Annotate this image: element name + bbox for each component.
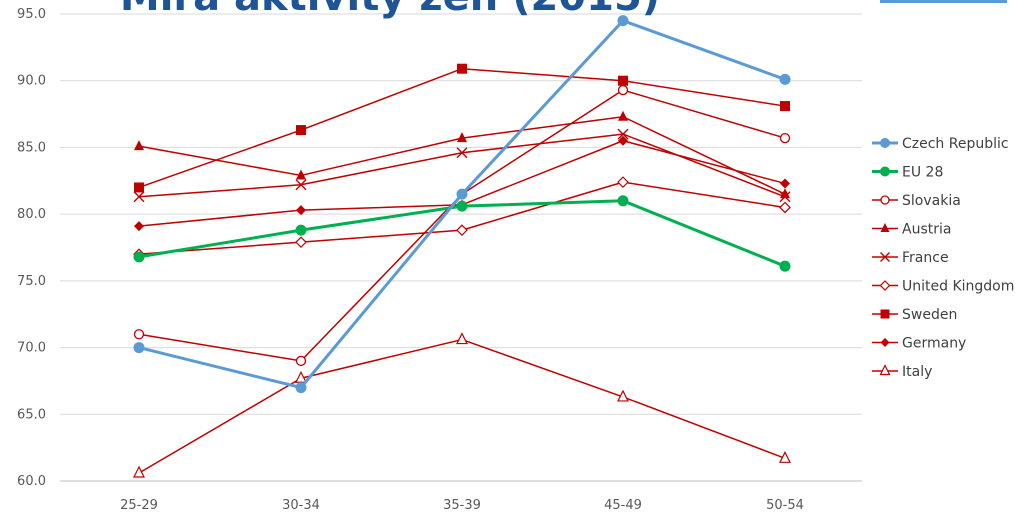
series-eu-28 xyxy=(133,195,791,272)
data-point xyxy=(456,332,468,345)
data-point xyxy=(296,205,306,216)
series-austria xyxy=(134,110,790,199)
y-tick-label: 95.0 xyxy=(17,7,46,22)
x-tick-label: 50-54 xyxy=(766,498,804,513)
data-point xyxy=(779,132,791,144)
data-point xyxy=(295,382,307,394)
legend-label: Italy xyxy=(902,364,932,380)
data-point xyxy=(779,191,791,203)
data-point xyxy=(296,169,306,180)
axes: 60.0 65.0 70.0 75.0 80.0 85.0 90.0 95.0 25-29 30-… xyxy=(17,7,804,513)
data-point xyxy=(295,224,307,236)
legend-label: Sweden xyxy=(902,307,957,323)
data-point xyxy=(133,191,145,203)
legend-item: United Kingdom xyxy=(872,279,1014,295)
x-tick-label: 25-29 xyxy=(120,498,158,513)
legend-marker xyxy=(880,195,890,205)
data-point xyxy=(296,125,306,136)
legend-item: Italy xyxy=(872,364,932,380)
data-point xyxy=(617,195,629,207)
data-point xyxy=(456,147,468,159)
legend-item: France xyxy=(872,250,949,266)
legend-marker xyxy=(880,338,890,347)
legend-item: Czech Republic xyxy=(872,136,1009,152)
series-italy xyxy=(133,332,791,478)
legend-item: Sweden xyxy=(872,307,957,323)
data-point xyxy=(617,84,629,96)
series-line xyxy=(138,67,786,189)
legend-label: Slovakia xyxy=(902,193,961,209)
legend-marker xyxy=(880,252,890,262)
legend-marker xyxy=(879,364,891,376)
series-lines xyxy=(133,15,791,478)
data-point xyxy=(617,128,629,140)
x-tick-label: 30-34 xyxy=(282,498,320,513)
legend-marker xyxy=(879,280,891,291)
data-point xyxy=(779,260,791,272)
data-point xyxy=(133,465,145,478)
legend-marker xyxy=(880,309,890,319)
series-sweden xyxy=(134,63,790,193)
data-point xyxy=(617,389,629,402)
data-point xyxy=(133,251,145,263)
chart-title: Míra aktivity žen (2015) xyxy=(120,0,660,20)
data-point xyxy=(618,135,628,146)
data-point xyxy=(295,236,307,249)
y-tick-label: 90.0 xyxy=(17,74,46,89)
data-point xyxy=(457,132,467,143)
legend-label: France xyxy=(902,250,949,266)
series-line xyxy=(138,133,786,198)
legend-label: Czech Republic xyxy=(902,136,1009,152)
legend-item: Slovakia xyxy=(872,193,961,209)
legend-item: Germany xyxy=(872,336,966,352)
data-point xyxy=(780,101,790,112)
data-point xyxy=(133,342,145,354)
x-tick-label: 45-49 xyxy=(604,498,642,513)
legend-item: EU 28 xyxy=(872,165,943,181)
data-point xyxy=(617,15,629,27)
y-tick-label: 75.0 xyxy=(17,274,46,289)
y-tick-label: 65.0 xyxy=(17,407,46,422)
legend: Czech Republic EU 28 Slovakia Austria France… xyxy=(872,136,1014,380)
data-point xyxy=(456,200,468,212)
data-point xyxy=(617,176,629,188)
y-tick-label: 60.0 xyxy=(17,474,46,489)
y-tick-label: 80.0 xyxy=(17,207,46,222)
data-point xyxy=(134,140,144,151)
data-point xyxy=(295,355,307,367)
gridlines xyxy=(60,13,862,482)
legend-label: EU 28 xyxy=(902,165,943,181)
data-point xyxy=(779,73,791,85)
data-point xyxy=(780,178,790,189)
data-point xyxy=(134,221,144,232)
legend-label: Germany xyxy=(902,336,966,352)
y-tick-label: 85.0 xyxy=(17,140,46,155)
legend-marker xyxy=(880,223,890,232)
data-point xyxy=(456,188,468,200)
series-line xyxy=(138,338,786,474)
data-point xyxy=(618,75,628,86)
corner-accent-bar xyxy=(880,0,1007,3)
legend-marker xyxy=(880,166,890,177)
data-point xyxy=(134,182,144,193)
x-tick-label: 35-39 xyxy=(443,498,481,513)
data-point xyxy=(456,224,468,237)
series-line xyxy=(138,115,786,195)
data-point xyxy=(457,63,467,74)
series-czech-republic xyxy=(133,15,791,394)
legend-marker xyxy=(880,138,890,148)
legend-label: United Kingdom xyxy=(902,279,1014,295)
data-point xyxy=(779,450,791,463)
data-point xyxy=(618,110,628,121)
data-point xyxy=(295,179,307,191)
data-point xyxy=(779,201,791,214)
legend-label: Austria xyxy=(902,222,951,238)
y-tick-label: 70.0 xyxy=(17,341,46,356)
legend-item: Austria xyxy=(872,222,951,238)
data-point xyxy=(133,329,145,340)
